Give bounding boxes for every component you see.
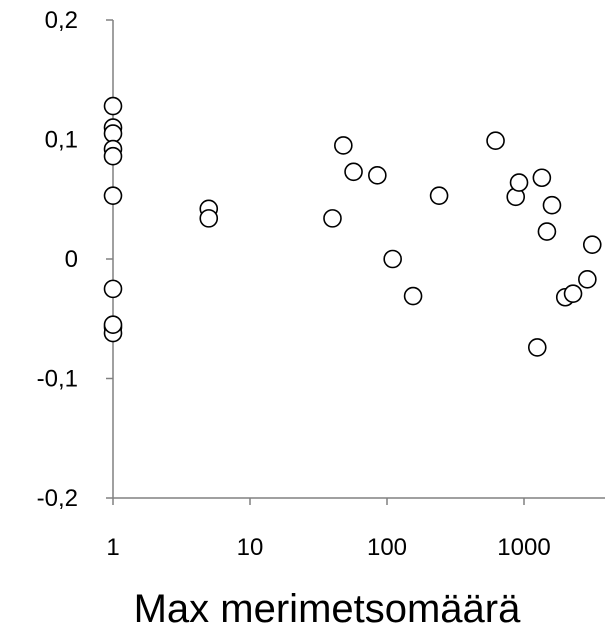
- x-axis-title: Max merimetsomäärä: [134, 587, 522, 631]
- data-point: [103, 279, 123, 299]
- data-point: [103, 124, 123, 143]
- y-ticks: 0,2 0,1 0 -0,1 -0,2: [37, 7, 113, 512]
- data-point: [334, 136, 353, 155]
- x-tick-label: 1: [106, 534, 119, 561]
- data-point: [532, 168, 552, 188]
- data-point: [582, 235, 602, 254]
- data-point: [429, 186, 449, 205]
- data-points: [103, 96, 602, 357]
- data-point: [344, 162, 363, 182]
- data-point: [563, 284, 583, 303]
- y-tick-label: 0,2: [45, 7, 78, 34]
- data-point: [103, 186, 123, 205]
- data-point: [542, 195, 562, 215]
- data-point: [509, 173, 529, 192]
- y-tick-label: -0,1: [37, 366, 78, 393]
- y-tick-label: -0,2: [37, 485, 78, 512]
- data-point: [537, 222, 557, 241]
- data-point: [486, 131, 505, 150]
- y-tick-label: 0,1: [45, 127, 78, 154]
- data-point: [103, 315, 123, 335]
- axes: [112, 20, 605, 499]
- y-tick-label: 0: [65, 246, 78, 273]
- data-point: [368, 166, 387, 185]
- data-point: [323, 209, 342, 228]
- data-point: [199, 209, 219, 228]
- x-tick-label: 1000: [497, 534, 550, 561]
- x-tick-label: 100: [367, 534, 407, 561]
- x-tick-label: 10: [237, 534, 264, 561]
- data-point: [578, 270, 597, 289]
- data-point: [403, 286, 423, 306]
- data-point: [383, 249, 402, 269]
- x-ticks: 1 10 100 1000: [106, 498, 551, 561]
- data-point: [103, 146, 123, 166]
- data-point: [527, 338, 547, 357]
- data-point: [103, 96, 123, 116]
